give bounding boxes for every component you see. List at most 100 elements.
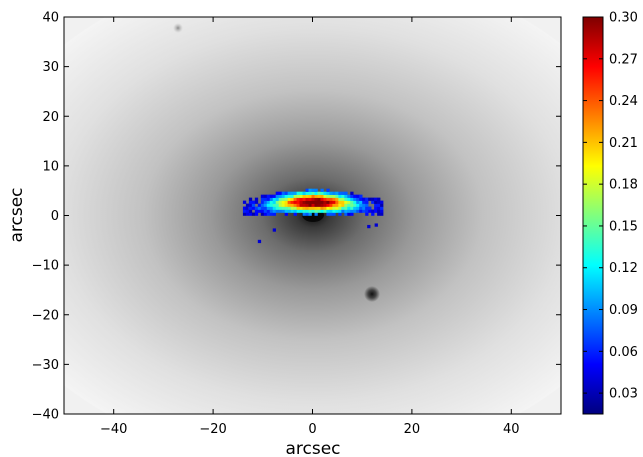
overlay-pixel [290, 197, 294, 201]
overlay-pixel [284, 200, 288, 204]
colorbar-tick-label: 0.09 [609, 303, 638, 318]
overlay-pixel [302, 194, 306, 198]
colorbar-ticks: 0.03 0.06 0.09 0.12 0.15 0.18 0.21 0.24 0.27 0.30 [583, 11, 638, 402]
overlay-pixel [344, 212, 348, 216]
overlay-pixel [296, 194, 300, 198]
overlay-pixel [275, 197, 279, 201]
overlay-pixel [329, 197, 333, 201]
overlay-pixel [254, 200, 259, 204]
overlay-pixel [248, 197, 253, 201]
overlay-pixel [362, 209, 366, 213]
overlay-pixel [350, 209, 354, 213]
overlay-pixel [380, 200, 384, 204]
overlay-pixel [305, 200, 309, 204]
overlay-pixel [260, 203, 265, 207]
overlay-pixel [308, 191, 312, 195]
overlay-pixel [335, 209, 339, 213]
overlay-pixel [365, 197, 369, 201]
overlay-pixel [350, 191, 354, 195]
overlay-pixel [269, 197, 274, 201]
overlay-pixel [320, 197, 324, 201]
overlay-pixel [362, 200, 366, 204]
overlay-pixel [335, 200, 339, 204]
overlay-pixel [371, 212, 375, 216]
overlay-pixel [347, 194, 351, 198]
overlay-pixel [257, 209, 262, 213]
overlay-pixel [365, 200, 369, 204]
overlay-pixel [317, 209, 321, 213]
overlay-pixel [332, 191, 336, 195]
overlay-pixel [281, 200, 285, 204]
overlay-pixel [326, 200, 330, 204]
overlay-pixel [374, 197, 378, 201]
overlay-pixel [344, 209, 348, 213]
overlay-pixel [374, 206, 378, 210]
overlay-pixel [248, 209, 253, 213]
overlay-pixel [323, 197, 327, 201]
overlay-map [242, 188, 384, 244]
overlay-pixel [374, 223, 378, 227]
overlay-pixel [323, 209, 327, 213]
overlay-pixel [380, 203, 384, 207]
overlay-pixel [323, 206, 327, 210]
overlay-pixel [329, 200, 333, 204]
overlay-pixel [305, 203, 309, 207]
overlay-pixel [281, 191, 285, 195]
overlay-pixel [356, 194, 360, 198]
overlay-pixel [314, 209, 318, 213]
overlay-pixel [242, 209, 247, 213]
overlay-pixel [242, 206, 247, 210]
overlay-pixel [293, 194, 297, 198]
overlay-pixel [329, 203, 333, 207]
overlay-pixel [266, 197, 271, 201]
overlay-pixel [275, 209, 279, 213]
overlay-pixel [308, 212, 312, 216]
overlay-pixel [353, 200, 357, 204]
overlay-pixel [284, 191, 288, 195]
overlay-pixel [275, 194, 279, 198]
overlay-pixel [269, 200, 274, 204]
overlay-pixel [269, 209, 274, 213]
overlay-pixel [296, 206, 300, 210]
overlay-pixel [281, 194, 285, 198]
overlay-pixel [314, 206, 318, 210]
overlay-pixel [260, 200, 265, 204]
point-source-companion [364, 286, 380, 302]
overlay-pixel [275, 200, 279, 204]
overlay-pixel [329, 212, 333, 216]
overlay-pixel [350, 206, 354, 210]
overlay-pixel [344, 191, 348, 195]
overlay-pixel [299, 191, 303, 195]
overlay-pixel [260, 209, 265, 213]
overlay-pixel [329, 209, 333, 213]
overlay-pixel [353, 203, 357, 207]
overlay-pixel [368, 209, 372, 213]
overlay-pixel [284, 194, 288, 198]
overlay-pixel [311, 206, 315, 210]
overlay-pixel [242, 200, 247, 204]
overlay-pixel [317, 206, 321, 210]
overlay-pixel [284, 212, 288, 216]
overlay-pixel [347, 212, 351, 216]
colorbar-tick-label: 0.30 [609, 11, 638, 26]
overlay-pixel [305, 197, 309, 201]
overlay-pixel [266, 194, 271, 198]
x-axis-ticks: −40 −20 0 20 40 [100, 17, 520, 437]
overlay-pixel [359, 203, 363, 207]
overlay-pixel [278, 197, 282, 201]
overlay-pixel [311, 197, 315, 201]
x-tick-label: −20 [199, 422, 226, 437]
overlay-pixel [344, 206, 348, 210]
overlay-pixel [251, 200, 256, 204]
overlay-pixel [290, 209, 294, 213]
overlay-pixel [353, 209, 357, 213]
x-tick-label: 40 [503, 422, 520, 437]
colorbar-tick-label: 0.24 [609, 94, 638, 109]
x-axis-label: arcsec [285, 439, 340, 457]
overlay-pixel [308, 194, 312, 198]
overlay-pixel [377, 209, 381, 213]
overlay-pixel [314, 188, 318, 192]
overlay-pixel [341, 197, 345, 201]
overlay-pixel [350, 200, 354, 204]
overlay-pixel [377, 212, 381, 216]
